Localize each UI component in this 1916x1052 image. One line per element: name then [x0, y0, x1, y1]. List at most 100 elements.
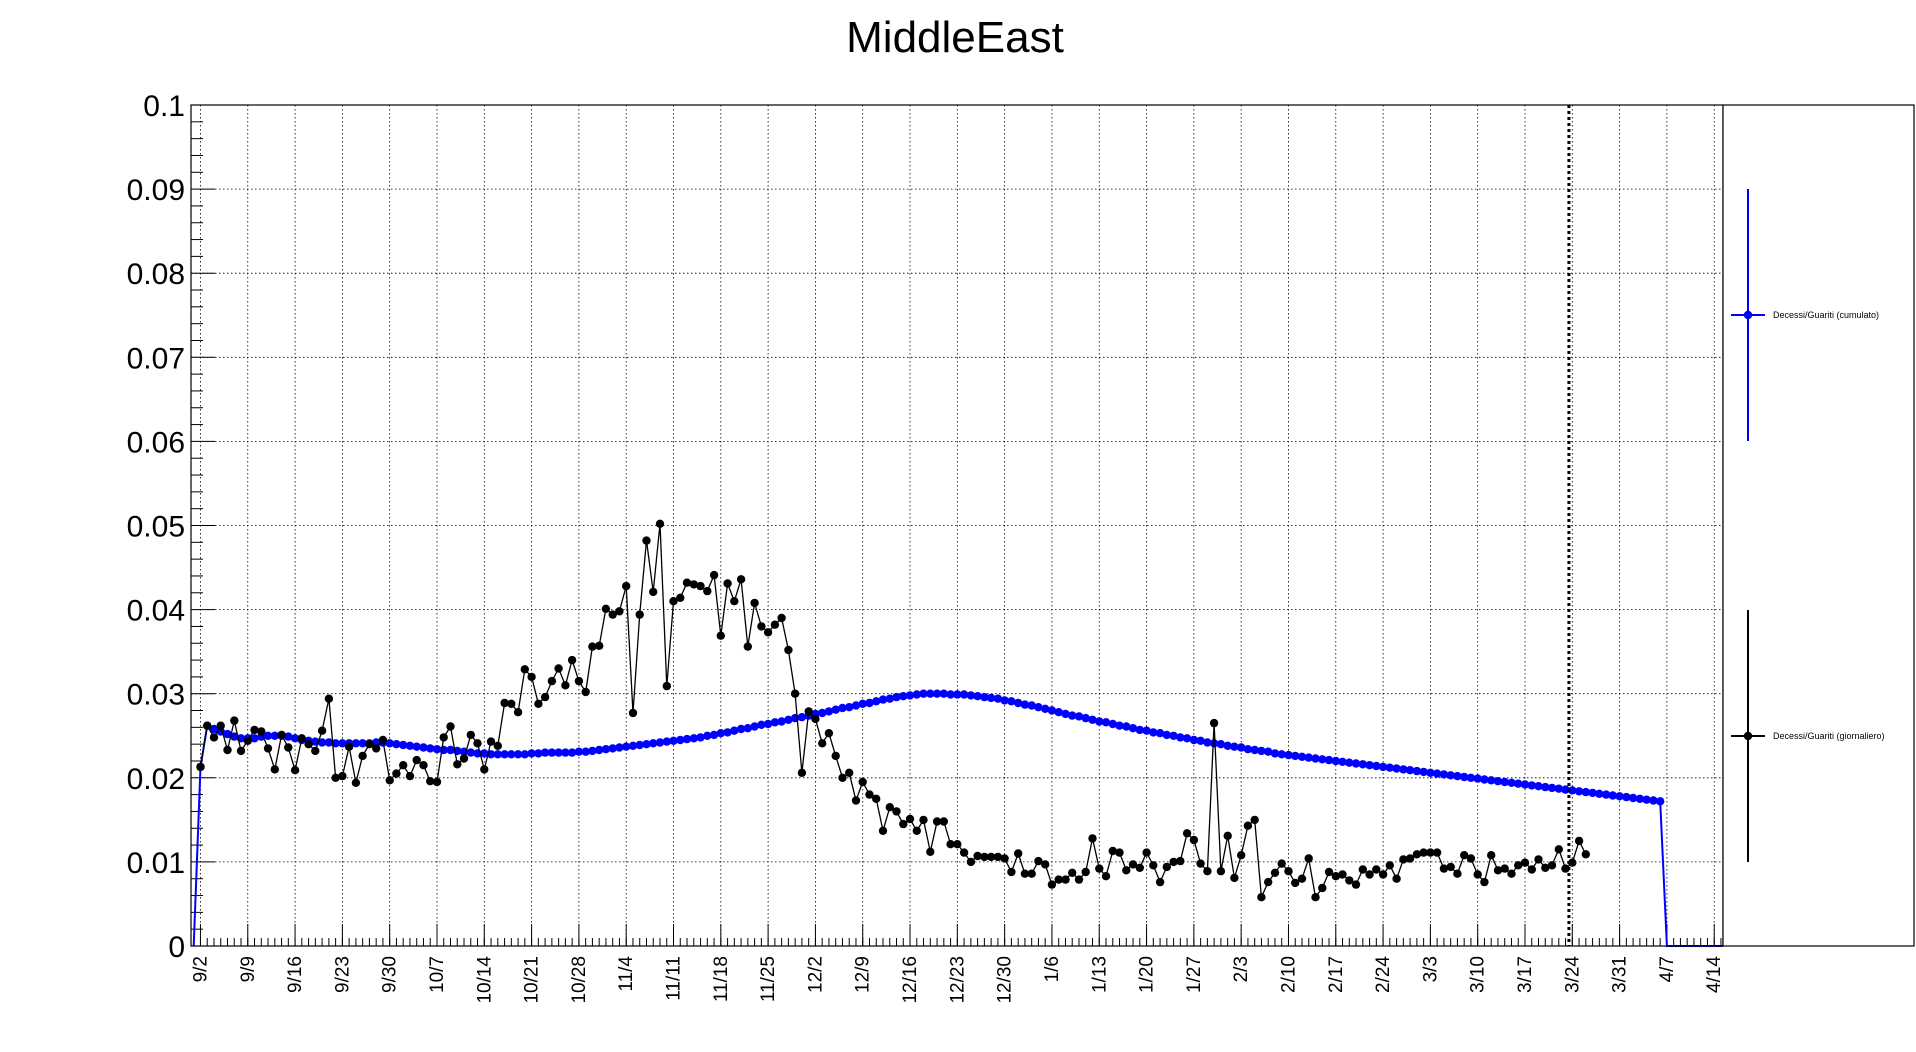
cumulative-point	[723, 728, 732, 737]
daily-point	[358, 751, 367, 761]
cumulative-point	[1372, 761, 1381, 771]
cumulative-point	[851, 701, 861, 710]
cumulative-point	[1128, 724, 1138, 733]
cumulative-point	[595, 745, 604, 755]
cumulative-point	[1568, 786, 1577, 795]
x-tick-label: 12/30	[995, 956, 1016, 1004]
cumulative-point	[230, 732, 239, 741]
cumulative-point	[1311, 754, 1320, 763]
cumulative-point	[1493, 777, 1503, 786]
cumulative-point	[1223, 741, 1232, 750]
y-tick-label: 0	[168, 931, 185, 964]
cumulative-point	[770, 718, 780, 727]
daily-point	[1297, 874, 1307, 883]
daily-point	[1453, 869, 1462, 878]
cumulative-point	[1601, 790, 1611, 799]
y-tick-label: 0.02	[127, 763, 185, 796]
cumulative-point	[581, 747, 590, 756]
daily-point	[1480, 877, 1489, 887]
daily-point	[703, 586, 712, 596]
cumulative-point	[709, 730, 719, 740]
cumulative-point	[1595, 789, 1604, 798]
daily-point	[899, 819, 908, 829]
cumulative-point	[1176, 733, 1185, 742]
cumulative-point	[1365, 761, 1374, 770]
cumulative-point	[912, 690, 921, 699]
cumulative-point	[1007, 697, 1016, 706]
cumulative-point	[426, 744, 435, 753]
daily-point	[757, 622, 766, 631]
cumulative-point	[1115, 721, 1124, 730]
daily-point	[1392, 874, 1401, 883]
daily-point	[1514, 861, 1523, 870]
cumulative-point	[1608, 791, 1618, 800]
daily-point	[1128, 860, 1138, 869]
daily-point	[649, 587, 658, 597]
daily-point	[1142, 848, 1151, 857]
cumulative-point	[1338, 757, 1347, 766]
cumulative-point	[1020, 700, 1030, 709]
cumulative-point	[1284, 750, 1293, 760]
daily-point	[1101, 872, 1111, 881]
x-tick-label: 1/13	[1089, 956, 1110, 993]
cumulative-point	[1101, 718, 1111, 727]
daily-point	[1500, 864, 1509, 873]
cumulative-point	[1392, 764, 1401, 773]
cumulative-point	[1574, 787, 1584, 796]
daily-point	[1162, 862, 1172, 872]
daily-point	[439, 733, 448, 742]
cumulative-point	[730, 726, 739, 735]
daily-point	[1554, 845, 1564, 854]
cumulative-point	[669, 736, 678, 745]
cumulative-point	[567, 748, 577, 757]
daily-point	[885, 803, 894, 812]
daily-point	[824, 729, 834, 738]
daily-point	[1095, 864, 1104, 873]
daily-point	[527, 672, 536, 682]
daily-point	[270, 765, 279, 774]
daily-point	[845, 768, 854, 777]
daily-point	[851, 796, 861, 805]
cumulative-point	[1520, 780, 1530, 789]
cumulative-point	[223, 729, 232, 739]
cumulative-point	[939, 689, 948, 698]
chart-title: MiddleEast	[846, 13, 1064, 62]
daily-point	[919, 815, 928, 825]
daily-point	[716, 631, 725, 640]
cumulative-point	[608, 744, 617, 753]
daily-point	[284, 743, 293, 752]
daily-point	[250, 725, 259, 735]
cumulative-point	[1628, 793, 1638, 803]
x-tick-label: 2/3	[1231, 956, 1252, 982]
daily-point	[1473, 870, 1482, 879]
daily-point	[872, 794, 881, 803]
cumulative-point	[642, 740, 651, 749]
daily-point	[1345, 876, 1354, 885]
daily-point	[1291, 878, 1300, 888]
daily-point	[1520, 858, 1530, 867]
daily-point	[290, 766, 300, 775]
x-tick-label: 1/20	[1137, 956, 1158, 993]
cumulative-point	[865, 698, 874, 708]
daily-point	[736, 575, 746, 584]
cumulative-point	[1439, 770, 1449, 779]
cumulative-point	[973, 692, 982, 701]
cumulative-point	[926, 689, 935, 698]
cumulative-point	[1142, 726, 1151, 735]
x-tick-label: 3/10	[1468, 956, 1489, 993]
x-tick-label: 2/24	[1373, 956, 1394, 993]
cumulative-point	[527, 749, 536, 758]
cumulative-point	[838, 703, 847, 713]
x-tick-label: 10/21	[522, 956, 543, 1004]
cumulative-point	[1331, 756, 1341, 766]
daily-point	[216, 721, 225, 730]
daily-point	[1027, 869, 1036, 878]
x-tick-label: 12/23	[947, 956, 968, 1004]
cumulative-point	[1324, 755, 1334, 765]
x-tick-label: 4/14	[1704, 956, 1725, 993]
legend-entry-cumulative: Decessi/Guariti (cumulato)	[1731, 189, 1879, 441]
cumulative-point	[500, 750, 509, 759]
daily-point	[324, 694, 334, 703]
legend-cumulative-marker	[1743, 310, 1753, 320]
